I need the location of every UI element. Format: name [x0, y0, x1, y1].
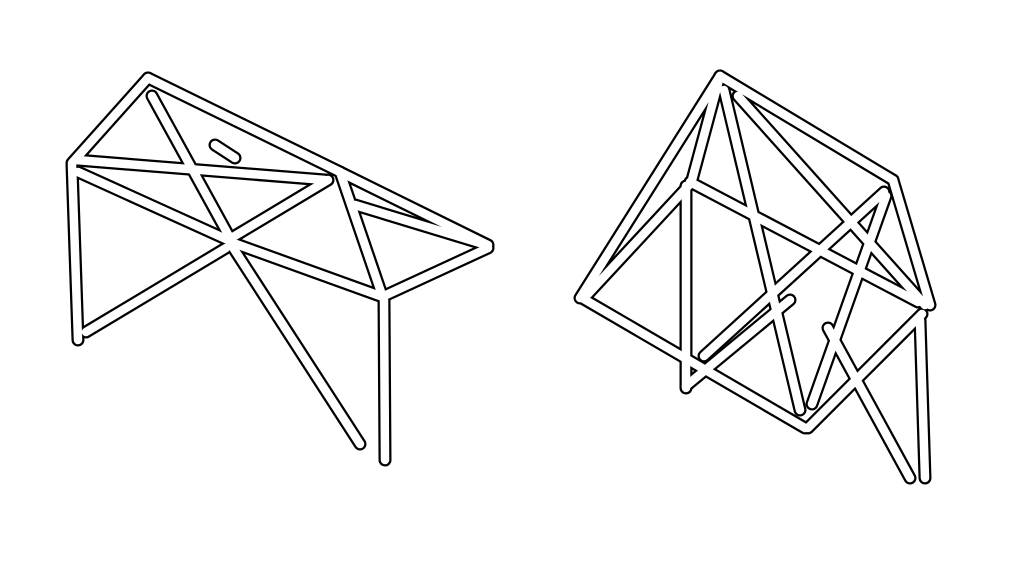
- strut: [227, 241, 365, 449]
- strut: [915, 315, 930, 483]
- strut: [147, 91, 235, 243]
- strut: [681, 295, 795, 391]
- strut: [803, 309, 927, 433]
- strut: [81, 243, 231, 337]
- strut: [335, 167, 387, 300]
- strut: [223, 175, 333, 245]
- strut: [73, 167, 233, 245]
- strut: [823, 323, 915, 483]
- strut: [699, 187, 889, 361]
- strut: [143, 73, 345, 177]
- strut: [67, 160, 83, 345]
- strut: [350, 200, 485, 248]
- strut: [719, 85, 805, 415]
- strut: [335, 167, 493, 250]
- strut: [379, 295, 390, 465]
- strut: [577, 293, 810, 433]
- strut: [888, 175, 935, 310]
- strut: [210, 140, 240, 163]
- strut: [715, 71, 898, 185]
- strut: [583, 179, 695, 299]
- strut: [687, 71, 725, 185]
- strut: [685, 177, 923, 307]
- strut: [71, 155, 330, 185]
- strut: [231, 239, 385, 301]
- strut: [575, 71, 725, 303]
- strut: [733, 91, 930, 310]
- strut: [379, 243, 493, 301]
- strut: [807, 191, 891, 409]
- strut: [67, 73, 153, 168]
- wireframe-struts-inner: [67, 71, 935, 483]
